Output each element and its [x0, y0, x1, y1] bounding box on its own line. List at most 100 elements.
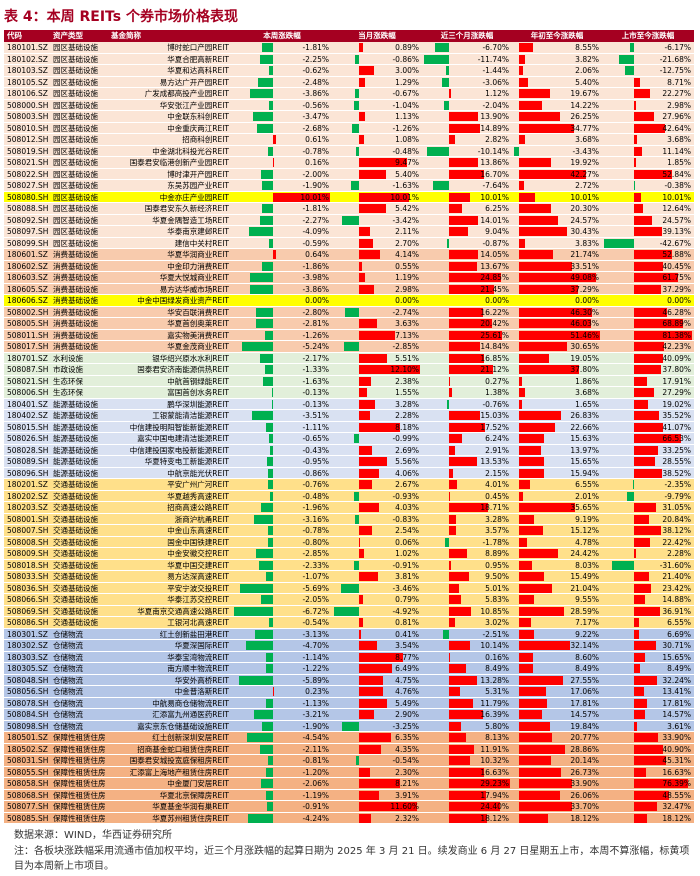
cell-text: 5.49% — [395, 698, 419, 708]
value-cell: 81.38% — [602, 330, 694, 342]
data-bar — [634, 767, 647, 777]
row-bg — [4, 502, 694, 514]
cell-text: 华夏苏州租赁住房REIT — [152, 813, 229, 823]
value-cell: 42.27% — [512, 169, 602, 181]
cell-text: 招商基金蛇口租赁住房REIT — [137, 744, 229, 754]
cell-text: 保障性租赁住房 — [53, 779, 106, 788]
cell-text: 9.04% — [485, 227, 509, 236]
cell-text: -2.00% — [302, 169, 329, 179]
cell-text: 生态环保 — [53, 376, 83, 386]
value-cell: -4.92% — [332, 606, 422, 618]
data-bar — [519, 123, 574, 133]
cell-text: 园区基础设施 — [53, 112, 98, 121]
text-cell: 中信建投明阳智能新能源REIT — [108, 422, 232, 434]
value-cell: 15.65% — [512, 456, 602, 468]
value-cell: 2.72% — [512, 180, 602, 192]
cell-text: 45.31% — [662, 756, 691, 765]
cell-text: 12.10% — [390, 365, 419, 374]
row-bg — [4, 663, 694, 675]
cell-text: 508066.SH — [7, 595, 49, 604]
cell-text: -1.81% — [302, 204, 329, 213]
value-cell: 35.52% — [602, 410, 694, 422]
data-bar — [519, 687, 547, 697]
cell-text: -4.09% — [302, 227, 329, 236]
text-cell: 508021.SH — [4, 376, 50, 388]
text-cell: 华夏中国交建REIT — [108, 560, 232, 572]
text-cell: 博时蛇口产园REIT — [108, 42, 232, 54]
value-cell: 4.76% — [332, 686, 422, 698]
cell-text: 消费基础设施 — [53, 319, 98, 328]
text-cell: 生态环保 — [50, 387, 108, 399]
text-cell: 508027.SH — [4, 180, 50, 192]
data-bar — [519, 779, 573, 789]
cell-text: 4.75% — [395, 675, 419, 685]
data-bar — [448, 261, 478, 271]
cell-text: 19.02% — [662, 399, 691, 409]
data-bar — [358, 779, 401, 789]
cell-text: 34.77% — [570, 123, 599, 133]
cell-text: 仓储物流 — [53, 664, 83, 673]
value-cell: 10.01% — [602, 192, 694, 204]
value-cell: -3.43% — [512, 146, 602, 158]
cell-text: 37.80% — [662, 365, 691, 374]
cell-text: 40.90% — [662, 744, 691, 754]
value-cell: 24.57% — [602, 215, 694, 227]
data-bar — [358, 767, 371, 777]
cell-text: 交通基础设施 — [53, 583, 98, 593]
value-cell: 8.89% — [422, 548, 512, 560]
value-cell: 2.06% — [512, 65, 602, 77]
text-cell: 交通基础设施 — [50, 571, 108, 583]
cell-text: 华泰江苏交控REIT — [167, 595, 229, 604]
cell-text: 平安宁波交投REIT — [167, 583, 229, 593]
cell-text: 28.55% — [662, 457, 691, 466]
cell-text: 18.12% — [570, 813, 599, 823]
cell-text: 嘉实物美消费REIT — [167, 330, 229, 340]
row-bg — [4, 76, 694, 88]
cell-text: 6.55% — [667, 618, 691, 627]
value-cell: 5.80% — [422, 721, 512, 733]
value-cell: 61.75% — [602, 272, 694, 284]
data-bar — [358, 572, 379, 582]
value-cell: 2.38% — [332, 376, 422, 388]
cell-text: 4.06% — [395, 468, 419, 478]
value-cell: 32.47% — [602, 801, 694, 813]
value-cell: 1.86% — [512, 376, 602, 388]
value-cell: 46.03% — [512, 318, 602, 330]
value-cell: 21.04% — [512, 583, 602, 595]
cell-text: 平安广州广河REIT — [167, 480, 229, 489]
text-cell: 中金重庆两江REIT — [108, 123, 232, 135]
value-cell: -1.20% — [232, 767, 332, 779]
value-cell: 3.91% — [332, 790, 422, 802]
cell-text: 24.42% — [570, 549, 599, 558]
cell-text: 15.65% — [662, 652, 691, 662]
row-bg — [4, 548, 694, 560]
data-bar — [358, 399, 376, 409]
data-bar — [358, 365, 420, 375]
data-bar — [261, 721, 273, 731]
value-cell: 2.82% — [422, 134, 512, 146]
data-bar — [443, 629, 449, 639]
header-cell: 本周涨跌幅 — [232, 30, 332, 42]
cell-text: 工银蒙能清洁能源REIT — [152, 411, 229, 420]
cell-text: 61.75% — [662, 273, 691, 282]
value-cell: 1.13% — [332, 111, 422, 123]
cell-text: 508088.SH — [7, 204, 49, 213]
text-cell: 508089.SH — [4, 456, 50, 468]
value-cell: 3.54% — [332, 640, 422, 652]
cell-text: 180301.SZ — [7, 629, 48, 639]
value-cell: 3.02% — [422, 617, 512, 629]
data-bar — [264, 365, 273, 375]
value-cell: 0.79% — [332, 594, 422, 606]
value-cell: 0.00% — [332, 295, 422, 307]
cell-text: 能源基础设施 — [53, 457, 98, 466]
value-cell: -2.85% — [232, 548, 332, 560]
cell-text: 1.38% — [485, 388, 509, 397]
cell-text: 能源基础设施 — [53, 411, 98, 420]
value-cell: 10.85% — [422, 606, 512, 618]
cell-text: -4.54% — [302, 733, 329, 742]
value-cell: 0.27% — [422, 376, 512, 388]
cell-text: -3.98% — [302, 273, 329, 282]
row-bg — [4, 99, 694, 111]
cell-text: 6.24% — [485, 434, 509, 443]
value-cell: 11.14% — [602, 146, 694, 158]
